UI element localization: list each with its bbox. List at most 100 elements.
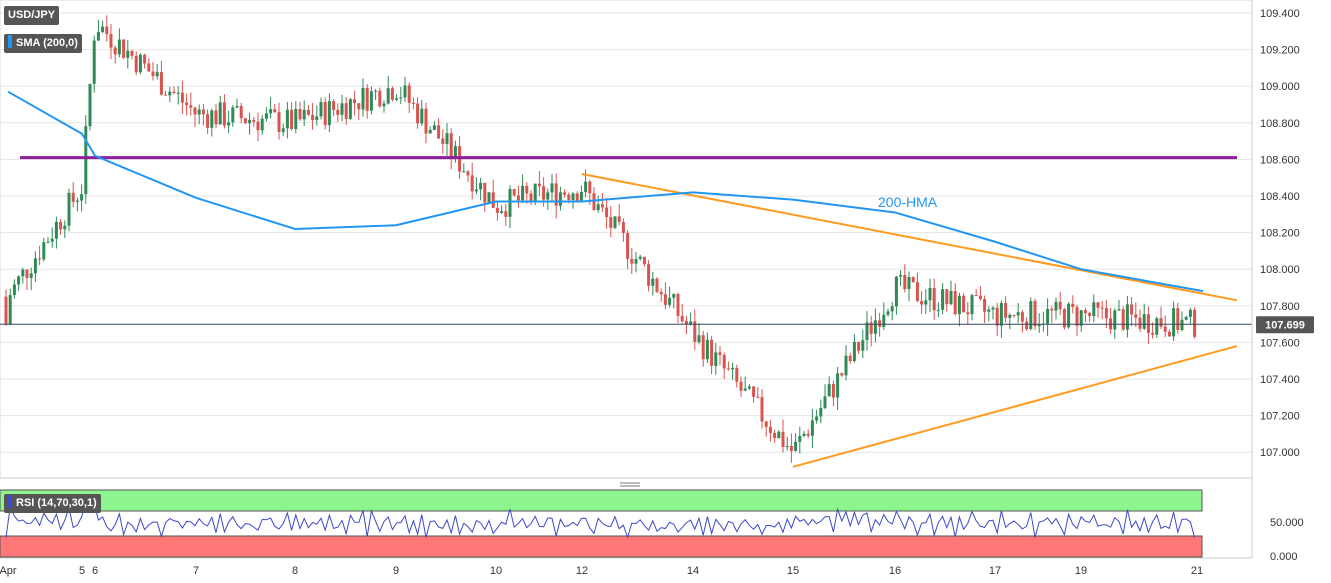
- panel-splitter-grip[interactable]: [620, 482, 640, 487]
- candle-body: [176, 92, 180, 94]
- rsi-label: RSI (14,70,30,1): [16, 497, 97, 509]
- candle-body: [760, 397, 764, 422]
- candle-body: [1020, 312, 1024, 322]
- price-tick-label: 107.400: [1260, 374, 1300, 386]
- candle-body: [264, 113, 268, 119]
- candle-body: [987, 309, 991, 312]
- candle-body: [991, 307, 995, 310]
- candle-body: [1138, 317, 1142, 329]
- candle-body: [63, 225, 67, 230]
- candle-body: [928, 288, 932, 301]
- candle-body: [189, 105, 193, 108]
- candle-body: [676, 294, 680, 316]
- candle-body: [949, 290, 953, 305]
- candle-body: [920, 301, 924, 305]
- time-tick-label: 5: [79, 565, 85, 577]
- candle-body: [529, 193, 533, 201]
- candle-body: [420, 108, 424, 124]
- candle-body: [369, 91, 373, 111]
- candle-body: [437, 125, 441, 139]
- candle-body: [164, 94, 168, 96]
- candle-body: [59, 221, 63, 230]
- candle-body: [575, 193, 579, 201]
- candle-body: [403, 85, 407, 98]
- candle-body: [735, 367, 739, 382]
- candle-body: [756, 396, 760, 398]
- candle-body: [701, 335, 705, 360]
- candle-body: [605, 207, 609, 218]
- candle-body: [1113, 310, 1117, 330]
- candle-body: [1075, 307, 1079, 326]
- sma-label: SMA (200,0): [16, 37, 78, 49]
- candle-body: [248, 119, 252, 124]
- candle-body: [852, 341, 856, 362]
- candle-body: [285, 109, 289, 129]
- price-tick-label: 108.200: [1260, 228, 1300, 240]
- price-tick-label: 108.000: [1260, 264, 1300, 276]
- candle-body: [508, 189, 512, 217]
- hma-annotation: 200-HMA: [878, 194, 938, 210]
- candle-body: [101, 26, 105, 33]
- candle-body: [168, 91, 172, 96]
- candle-body: [1121, 309, 1125, 330]
- price-tick-label: 109.000: [1260, 81, 1300, 93]
- sma-tag[interactable]: SMA (200,0): [4, 34, 82, 53]
- candle-body: [911, 276, 915, 283]
- candle-body: [1176, 308, 1180, 331]
- candle-body: [327, 101, 331, 126]
- candle-body: [924, 300, 928, 305]
- candle-body: [747, 386, 751, 389]
- candle-body: [684, 321, 688, 325]
- candle-body: [1029, 301, 1033, 330]
- candle-body: [491, 192, 495, 208]
- candle-body: [197, 109, 201, 115]
- candle-body: [67, 192, 71, 226]
- candle-body: [525, 185, 529, 194]
- candle-body: [743, 388, 747, 391]
- candle-body: [865, 322, 869, 341]
- candle-body: [516, 195, 520, 201]
- candle-body: [731, 367, 735, 370]
- candle-body: [306, 109, 310, 115]
- candle-body: [794, 441, 798, 451]
- candle-body: [521, 185, 525, 201]
- candle-body: [668, 297, 672, 305]
- candle-body: [710, 339, 714, 366]
- candle-body: [609, 217, 613, 228]
- candle-body: [281, 128, 285, 133]
- candle-body: [487, 192, 491, 203]
- candle-body: [886, 311, 890, 315]
- price-tick-label: 109.200: [1260, 45, 1300, 57]
- hma-200-line: [7, 90, 1204, 293]
- candle-body: [445, 133, 449, 144]
- candle-body: [567, 194, 571, 200]
- symbol-tag[interactable]: USD/JPY: [4, 6, 60, 25]
- rsi-overbought-zone: [0, 489, 1203, 512]
- candle-body: [340, 103, 344, 115]
- candle-body: [462, 171, 466, 173]
- candle-body: [399, 97, 403, 99]
- upper-trendline: [581, 173, 1238, 302]
- candle-body: [953, 290, 957, 315]
- time-tick-label: 10: [490, 565, 502, 577]
- candle-body: [810, 420, 814, 436]
- candle-body: [180, 92, 184, 103]
- candle-body: [1134, 314, 1138, 318]
- rsi-tag[interactable]: RSI (14,70,30,1): [4, 494, 101, 513]
- candle-body: [134, 55, 138, 73]
- candle-body: [781, 431, 785, 447]
- candle-body: [323, 102, 327, 126]
- candle-body: [210, 110, 214, 128]
- candle-body: [802, 433, 806, 436]
- candle-body: [302, 109, 306, 120]
- candle-body: [4, 296, 8, 325]
- candle-body: [537, 183, 541, 187]
- candle-body: [697, 335, 701, 342]
- candle-body: [126, 50, 130, 58]
- candle-body: [584, 181, 588, 193]
- candle-body: [222, 102, 226, 126]
- chart-overlays: [0, 90, 1252, 468]
- rsi-line: [5, 502, 1196, 540]
- candle-body: [836, 373, 840, 398]
